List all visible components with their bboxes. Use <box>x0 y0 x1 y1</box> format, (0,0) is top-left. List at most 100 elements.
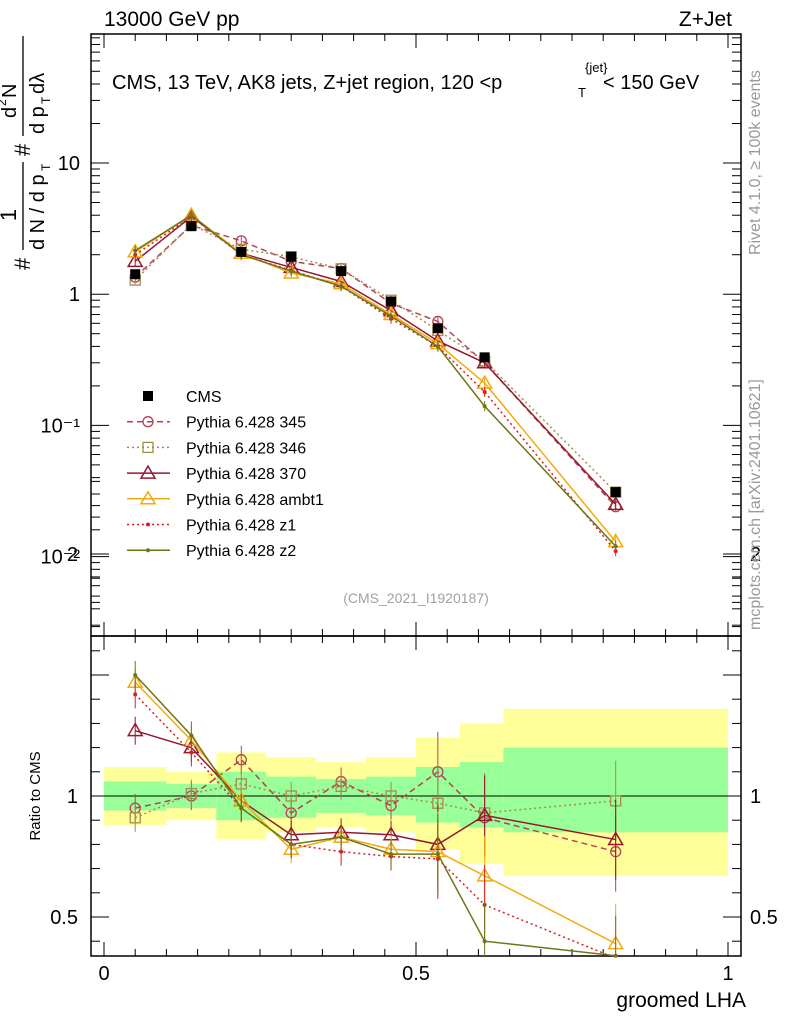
cms-data-point <box>432 323 443 334</box>
legend-label-ambt1: Pythia 6.428 ambt1 <box>186 492 324 509</box>
x-tick-label: 1 <box>722 963 733 985</box>
plot-title: CMS, 13 TeV, AK8 jets, Z+jet region, 120… <box>112 72 502 94</box>
cms-data-point <box>336 266 347 277</box>
series-point-main <box>607 495 624 511</box>
series-line-ratio <box>134 693 613 956</box>
series-point-ratio <box>339 835 344 840</box>
cms-data-point <box>386 296 397 307</box>
main-ylabel: # 1 d N / d p T # d 2 N d p T dλ <box>0 36 53 270</box>
series-point-main <box>339 284 344 289</box>
rivet-label: Rivet 4.1.0, ≥ 100k events <box>747 70 764 255</box>
series-point-ratio <box>126 722 144 737</box>
series-point-ratio <box>239 806 244 811</box>
y-tick-label: 1 <box>69 284 80 306</box>
series-point-ratio <box>613 953 618 958</box>
series-point-ratio <box>339 849 344 854</box>
ylabel-frac2-den-sub: T <box>39 96 53 104</box>
ratio-tick-label: 2 <box>67 544 78 566</box>
series-curves <box>126 206 624 958</box>
plot-title-sup: {jet} <box>585 60 608 75</box>
mcplots-label: mcplots.cern.ch [arXiv:2401.10621] <box>747 379 764 630</box>
series-line-main <box>134 215 617 505</box>
series-point-ratio <box>133 673 138 677</box>
ylabel-frac1-den: d N / d p <box>27 174 49 250</box>
plot-title-sub: T <box>578 85 586 100</box>
plot-title-end: < 150 GeV <box>603 72 700 94</box>
series-point-ratio <box>385 790 397 802</box>
ylabel-frac2-den-post: dλ <box>27 73 49 94</box>
ratio-tick-label: 1 <box>750 786 761 808</box>
series-point-ratio <box>435 852 440 857</box>
series-line-main <box>134 224 617 508</box>
series-point-main <box>435 344 440 349</box>
series-point-ratio <box>235 754 247 766</box>
x-axis-label: groomed LHA <box>616 989 746 1012</box>
series-point-main <box>126 252 144 268</box>
cms-data-point <box>286 251 297 262</box>
series-point-main <box>389 314 394 319</box>
analysis-label: (CMS_2021_I1920187) <box>343 590 489 606</box>
y-tick-label: 10⁻² <box>41 547 81 569</box>
ylabel-hash2: # <box>10 143 35 156</box>
legend-marker-z1 <box>146 522 150 527</box>
legend-marker-p346 <box>142 441 154 454</box>
axis-ticks: 0 0.5 1 10 1 10⁻¹ 10⁻² 0.5 0.5 1 1 2 2 <box>41 34 778 985</box>
series-point-ratio <box>189 750 194 755</box>
legend-label-p346: Pythia 6.428 346 <box>186 440 306 457</box>
ratio-ylabel: Ratio to CMS <box>27 751 44 840</box>
ratio-tick-label: 0.5 <box>750 907 778 929</box>
ylabel-frac2-num-post: N <box>0 84 21 98</box>
x-tick-label: 0.5 <box>402 963 430 985</box>
series-point-main <box>189 213 194 218</box>
series-point-ratio <box>133 692 138 697</box>
legend-label-z2: Pythia 6.428 z2 <box>186 543 296 560</box>
ratio-tick-label: 0.5 <box>50 907 78 929</box>
legend-marker-p370 <box>139 464 157 479</box>
series-point-ratio <box>285 790 297 802</box>
series-cms-data <box>130 221 621 498</box>
series-point-ratio <box>335 780 347 792</box>
series-point-ratio <box>189 733 194 738</box>
series-point-ratio <box>482 939 487 944</box>
cms-data-point <box>130 269 141 280</box>
series-point-main <box>482 404 487 409</box>
series-point-main <box>613 544 618 549</box>
ylabel-frac2-num-pre: d <box>0 107 21 118</box>
series-point-ratio <box>476 806 493 822</box>
legend: CMS Pythia 6.428 345 Pythia 6.428 346 Pythi… <box>127 389 324 560</box>
ylabel-frac2-den-pre: d p <box>27 106 49 134</box>
legend-label-p370: Pythia 6.428 370 <box>186 466 306 483</box>
series-point-ratio <box>185 787 198 800</box>
series-point-main <box>482 389 487 394</box>
ylabel-frac1-den-sub: T <box>39 163 53 171</box>
series-point-ratio <box>129 812 141 824</box>
header-left: 13000 GeV pp <box>104 8 239 31</box>
legend-label-cms: CMS <box>186 389 222 406</box>
y-tick-label: 10 <box>58 153 80 175</box>
plot-title-pt: p <box>491 72 502 94</box>
series-point-main <box>289 269 294 274</box>
header-right: Z+Jet <box>679 8 732 31</box>
legend-marker-p345 <box>142 416 154 428</box>
cms-data-point <box>186 221 197 232</box>
series-point-ratio <box>389 852 394 857</box>
ratio-tick-label: 1 <box>67 786 78 808</box>
cms-data-point <box>610 487 621 498</box>
series-point-ratio <box>607 831 624 846</box>
legend-marker-ambt1 <box>139 490 157 505</box>
series-point-ratio <box>289 842 294 847</box>
legend-label-z1: Pythia 6.428 z1 <box>186 518 296 535</box>
ylabel-frac1-num: 1 <box>0 209 21 221</box>
legend-label-p345: Pythia 6.428 345 <box>186 415 306 432</box>
series-point-main <box>133 248 138 253</box>
legend-marker-z2 <box>146 548 150 553</box>
plot-title-main: CMS, 13 TeV, AK8 jets, Z+jet region, 120… <box>112 72 491 94</box>
cms-data-point <box>479 352 490 363</box>
y-tick-label: 10⁻¹ <box>41 415 81 437</box>
ratio-tick-label: 2 <box>750 544 761 566</box>
cms-data-point <box>236 246 247 257</box>
legend-marker-cms <box>143 391 153 401</box>
x-tick-label: 0 <box>98 963 109 985</box>
